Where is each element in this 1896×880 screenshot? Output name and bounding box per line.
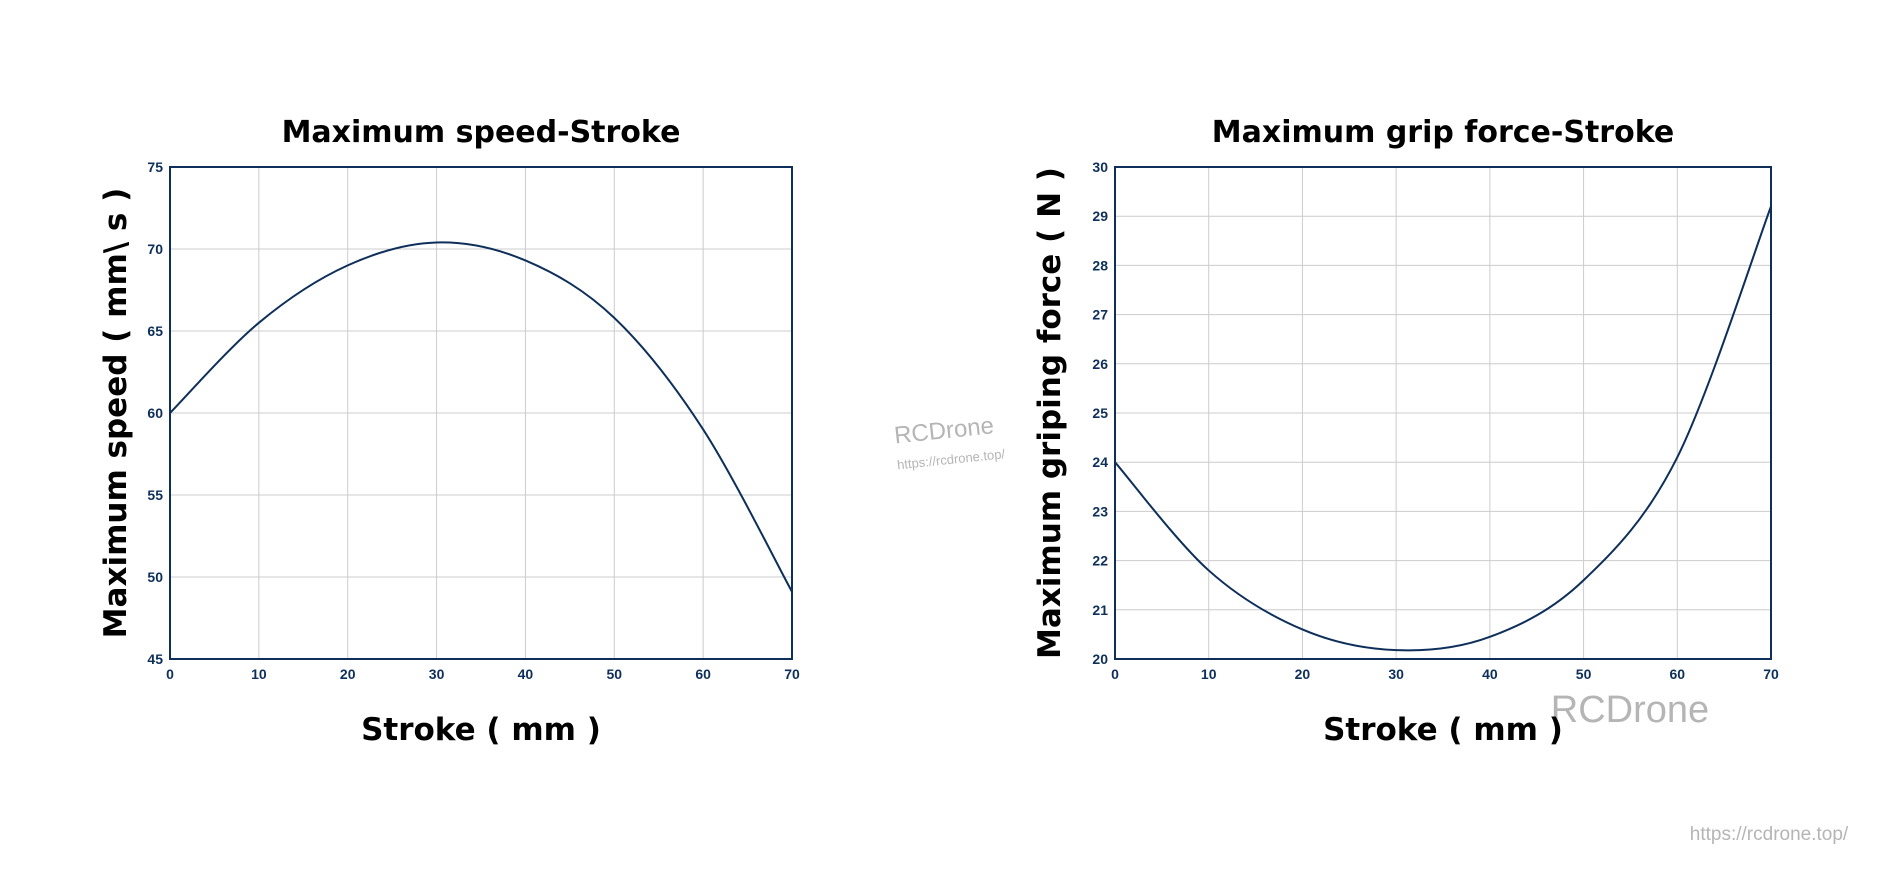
y-tick-label: 23 — [1092, 503, 1108, 519]
series-line — [169, 241, 793, 593]
y-tick-label: 75 — [147, 159, 163, 175]
y-tick-label: 45 — [147, 651, 163, 667]
y-tick-label: 24 — [1092, 454, 1108, 470]
y-tick-label: 25 — [1092, 405, 1108, 421]
x-tick-label: 40 — [518, 666, 534, 682]
x-axis-label: Stroke ( mm ) — [361, 712, 601, 748]
y-tick-label: 60 — [147, 405, 163, 421]
watermark-brand-right: RCDrone — [1551, 689, 1709, 731]
plot-frame — [1114, 166, 1772, 660]
x-tick-label: 0 — [166, 666, 174, 682]
x-axis-label: Stroke ( mm ) — [1323, 712, 1563, 748]
x-tick-label: 10 — [251, 666, 267, 682]
chart-title: Maximum grip force-Stroke — [1212, 115, 1674, 150]
y-axis-label: Maximum griping force ( N ) — [1032, 167, 1068, 659]
y-tick-label: 26 — [1092, 356, 1108, 372]
watermark-corner-url: https://rcdrone.top/ — [1690, 824, 1849, 845]
watermark-center: RCDrone https://rcdrone.top/ — [893, 412, 1006, 472]
x-tick-label: 0 — [1111, 666, 1119, 682]
y-tick-label: 22 — [1092, 553, 1108, 569]
x-tick-label: 30 — [1388, 666, 1404, 682]
y-tick-label: 27 — [1092, 307, 1108, 323]
y-tick-label: 20 — [1092, 651, 1108, 667]
chart-2: Maximum grip force-Stroke 0 10 20 30 40 50 60 70… — [1032, 115, 1779, 748]
chart-title: Maximum speed-Stroke — [282, 115, 681, 150]
x-tick-label: 60 — [695, 666, 711, 682]
y-tick-label: 65 — [147, 323, 163, 339]
watermark-url: https://rcdrone.top/ — [896, 446, 1006, 472]
y-tick-label: 55 — [147, 487, 163, 503]
y-tick-label: 21 — [1092, 602, 1108, 618]
x-tick-label: 70 — [1763, 666, 1779, 682]
x-tick-label: 50 — [606, 666, 622, 682]
x-tick-label: 50 — [1576, 666, 1592, 682]
y-tick-label: 30 — [1092, 159, 1108, 175]
y-tick-label: 70 — [147, 241, 163, 257]
chart-1: Maximum speed-Stroke 0 10 20 30 40 50 60 70 45 50 5… — [98, 115, 800, 748]
y-tick-label: 29 — [1092, 208, 1108, 224]
x-tick-label: 20 — [340, 666, 356, 682]
watermark-brand: RCDrone — [893, 412, 995, 449]
x-tick-label: 30 — [429, 666, 445, 682]
series-line — [1114, 206, 1772, 652]
y-tick-label: 28 — [1092, 257, 1108, 273]
x-tick-label: 40 — [1482, 666, 1498, 682]
x-tick-label: 20 — [1295, 666, 1311, 682]
x-tick-label: 60 — [1669, 666, 1685, 682]
y-axis-label: Maximum speed ( mm\ s ) — [98, 188, 134, 639]
x-tick-label: 70 — [784, 666, 800, 682]
x-tick-label: 10 — [1201, 666, 1217, 682]
y-tick-label: 50 — [147, 569, 163, 585]
